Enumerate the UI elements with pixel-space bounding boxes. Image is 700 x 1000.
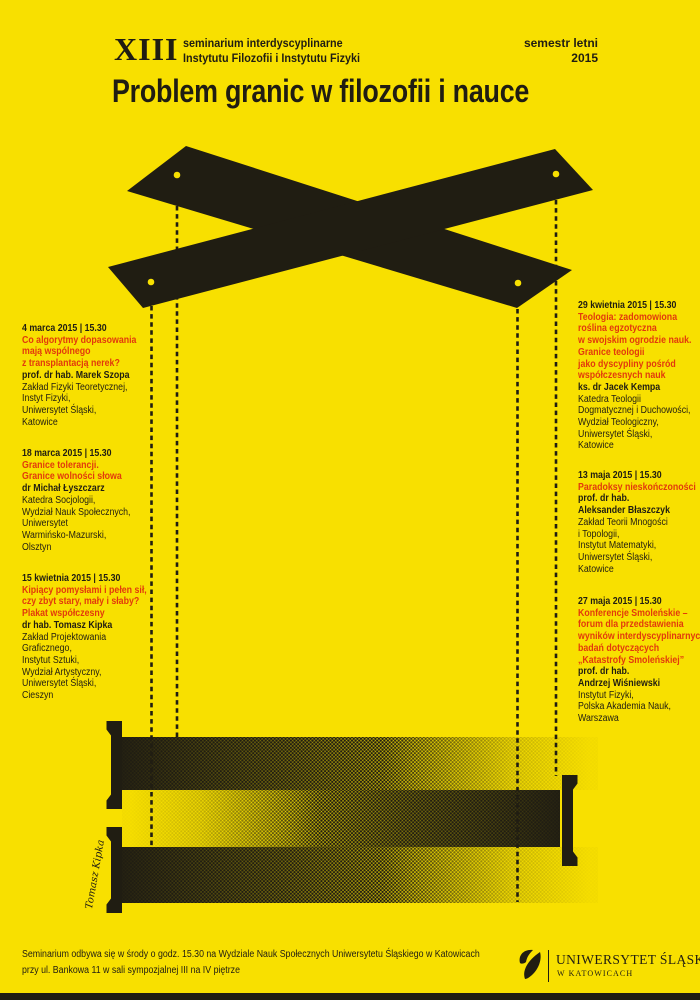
university-name: UNIWERSYTET ŚLĄSKI bbox=[556, 952, 700, 967]
event-affiliation: Katedra Teologii Dogmatycznej i Duchowoś… bbox=[578, 393, 691, 452]
event-date: 13 maja 2015 | 15.30 bbox=[578, 470, 662, 481]
footer-info-line1: Seminarium odbywa się w środy o godz. 15… bbox=[22, 949, 480, 960]
rail-end-caps bbox=[106, 721, 578, 913]
event-speaker: dr Michał Łyszczarz bbox=[22, 483, 105, 495]
event-date: 29 kwietnia 2015 | 15.30 bbox=[578, 300, 677, 311]
event-block: 4 marca 2015 | 15.30 Co algorytmy dopaso… bbox=[22, 323, 163, 428]
hanging-dashed-lines bbox=[150, 200, 558, 902]
bolt-holes bbox=[147, 170, 560, 287]
rail-band-middle bbox=[122, 790, 560, 847]
st-andrews-cross bbox=[108, 146, 593, 308]
event-affiliation: Instytut Fizyki, Polska Akademia Nauk, W… bbox=[578, 689, 671, 725]
event-topic: Granice tolerancji. Granice wolności sło… bbox=[22, 459, 122, 483]
event-affiliation: Katedra Socjologii, Wydział Nauk Społecz… bbox=[22, 494, 131, 553]
event-topic: Kipiący pomysłami i pełen sił, czy zbyt … bbox=[22, 584, 147, 620]
event-block: 27 maja 2015 | 15.30 Konferencje Smoleńs… bbox=[578, 596, 700, 725]
event-speaker: ks. dr Jacek Kempa bbox=[578, 381, 661, 393]
event-speaker: dr hab. Tomasz Kipka bbox=[22, 619, 113, 631]
event-date: 27 maja 2015 | 15.30 bbox=[578, 596, 662, 607]
footer-info-line2: przy ul. Bankowa 11 w sali sympozjalnej … bbox=[22, 965, 240, 976]
university-city: W KATOWICACH bbox=[557, 969, 634, 978]
event-topic: Teologia: zadomowiona roślina egzotyczna… bbox=[578, 311, 692, 382]
event-block: 29 kwietnia 2015 | 15.30 Teologia: zadom… bbox=[578, 300, 700, 452]
event-topic: Co algorytmy dopasowania mają wspólnego … bbox=[22, 334, 137, 370]
logo-divider bbox=[548, 950, 550, 982]
event-speaker: prof. dr hab. Aleksander Błaszczyk bbox=[578, 493, 670, 517]
semester-label: semestr letni 2015 bbox=[523, 36, 598, 65]
event-speaker: prof. dr hab. Marek Szopa bbox=[22, 369, 130, 381]
event-block: 18 marca 2015 | 15.30 Granice tolerancji… bbox=[22, 448, 163, 553]
event-date: 15 kwietnia 2015 | 15.30 bbox=[22, 573, 121, 584]
event-speaker: prof. dr hab. Andrzej Wiśniewski bbox=[578, 666, 661, 689]
event-affiliation: Zakład Teorii Mnogości i Topologii, Inst… bbox=[578, 516, 668, 575]
event-date: 4 marca 2015 | 15.30 bbox=[22, 323, 107, 334]
event-topic: Paradoksy nieskończoności bbox=[578, 481, 696, 493]
cross-bar-ascending bbox=[108, 149, 593, 308]
event-date: 18 marca 2015 | 15.30 bbox=[22, 448, 112, 459]
roman-numeral: XIII bbox=[114, 31, 179, 67]
event-affiliation: Zakład Fizyki Teoretycznej, Instyt Fizyk… bbox=[22, 381, 128, 428]
bottom-black-strip bbox=[0, 993, 700, 1000]
event-affiliation: Zakład Projektowania Graficznego, Instyt… bbox=[22, 631, 107, 702]
seminar-subtitle: seminarium interdyscyplinarne Instytutu … bbox=[183, 36, 361, 65]
event-block: 15 kwietnia 2015 | 15.30 Kipiący pomysła… bbox=[22, 573, 163, 702]
poster-title: Problem granic w filozofii i nauce bbox=[112, 73, 530, 109]
event-block: 13 maja 2015 | 15.30 Paradoksy nieskończ… bbox=[578, 470, 700, 575]
university-logo-icon bbox=[519, 949, 541, 979]
event-topic: Konferencje Smoleńskie – forum dla przed… bbox=[578, 607, 700, 666]
